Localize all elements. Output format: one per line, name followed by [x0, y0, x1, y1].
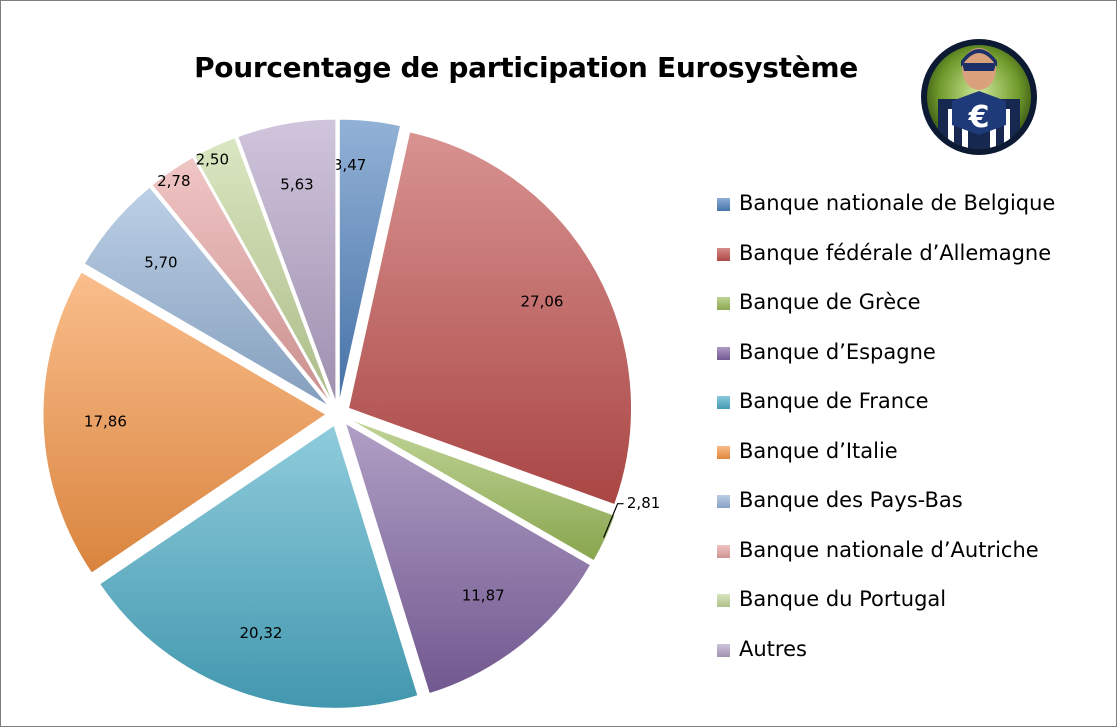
legend-label: Banque d’Italie — [739, 438, 898, 463]
legend-item: Banque du Portugal — [717, 587, 1055, 637]
legend-swatch — [717, 247, 730, 261]
captain-euro-icon: € — [921, 39, 1037, 155]
legend-swatch — [717, 396, 730, 409]
data-label: 3,47 — [333, 156, 366, 174]
data-label: 2,78 — [157, 172, 190, 190]
legend-label: Banque de France — [739, 389, 929, 413]
legend-label: Autres — [739, 636, 807, 661]
data-label: 11,87 — [462, 586, 505, 604]
pie-slice — [151, 156, 332, 405]
legend-label: Banque du Portugal — [739, 587, 947, 611]
data-label: 5,70 — [144, 254, 177, 272]
data-label-leader-line — [603, 503, 624, 538]
legend-label: Banque d’Espagne — [739, 339, 936, 364]
legend-label: Banque nationale d’Autriche — [739, 537, 1039, 562]
legend-swatch — [717, 346, 730, 360]
pie-slice — [237, 118, 337, 403]
legend-label: Banque nationale de Belgique — [739, 191, 1056, 215]
legend-swatch — [717, 445, 730, 459]
data-label: 17,86 — [84, 412, 127, 430]
pie-slice — [98, 424, 419, 709]
legend-item: Banque fédérale d’Allemagne — [717, 241, 1055, 291]
pie-slice — [344, 422, 592, 695]
legend-item: Banque nationale de Belgique — [717, 191, 1055, 241]
logo-euro-glyph: € — [968, 100, 990, 135]
data-label: 20,32 — [240, 624, 283, 642]
pie-slice — [42, 271, 327, 574]
data-label: 2,50 — [196, 150, 229, 168]
legend-item: Banque des Pays-Bas — [717, 488, 1055, 538]
legend-item: Banque nationale d’Autriche — [717, 538, 1055, 588]
legend-swatch — [717, 297, 730, 310]
legend-item: Banque d’Italie — [717, 439, 1055, 489]
legend-label: Banque de Grèce — [739, 290, 921, 314]
legend-item: Autres — [717, 637, 1055, 687]
legend-swatch — [717, 594, 730, 607]
legend-label: Banque fédérale d’Allemagne — [739, 240, 1052, 265]
legend-swatch — [717, 198, 730, 211]
data-label: 5,63 — [280, 175, 313, 193]
legend-item: Banque de Grèce — [717, 290, 1055, 340]
data-label: 27,06 — [521, 292, 564, 310]
legend-swatch — [717, 643, 730, 657]
pie-slice — [338, 118, 402, 403]
pie-slice — [347, 131, 633, 506]
chart-title: Pourcentage de participation Eurosystème — [194, 51, 858, 84]
legend-swatch — [717, 544, 730, 558]
pie-slice — [193, 136, 334, 404]
legend-swatch — [717, 495, 730, 508]
pie-slice — [348, 418, 616, 562]
legend-label: Banque des Pays-Bas — [739, 488, 963, 512]
pie-slice — [83, 186, 330, 407]
data-label: 2,81 — [627, 494, 660, 512]
legend-item: Banque d’Espagne — [717, 340, 1055, 390]
legend-item: Banque de France — [717, 389, 1055, 439]
chart-legend: Banque nationale de Belgique Banque fédér… — [717, 191, 1055, 686]
